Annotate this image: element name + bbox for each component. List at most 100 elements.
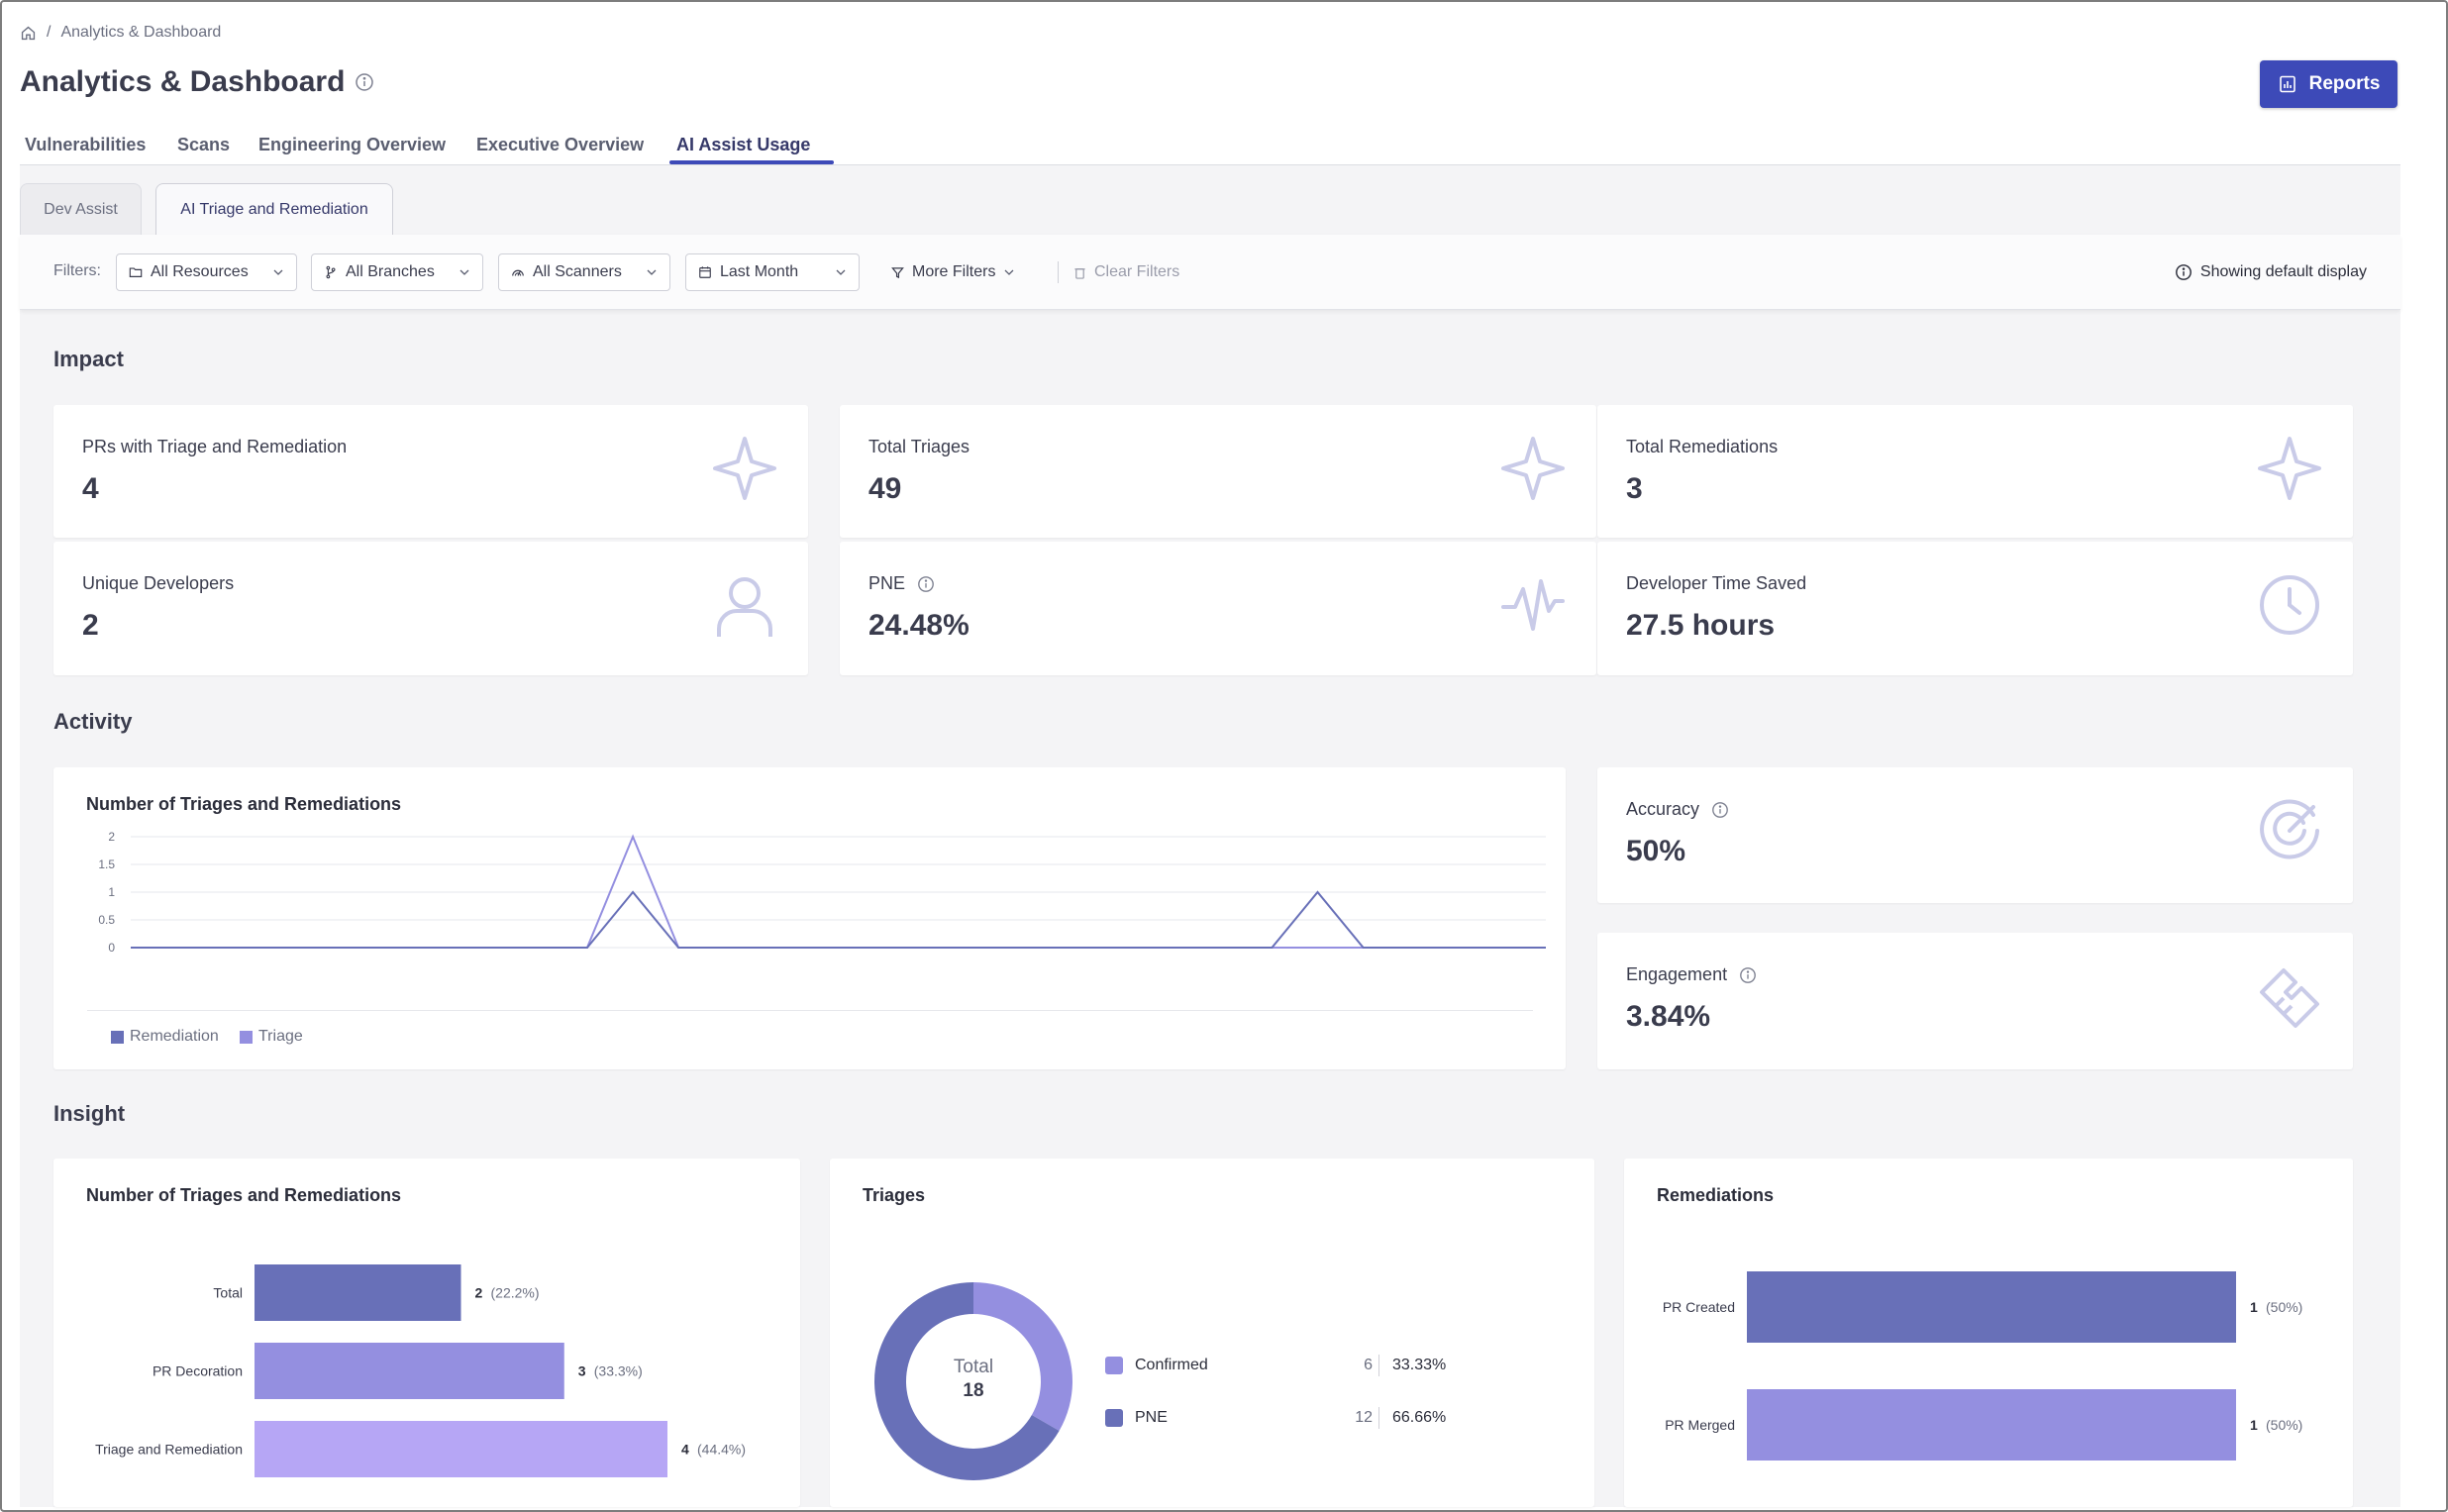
legend-triage[interactable]: Triage	[240, 1028, 303, 1046]
bar-value-label: 4	[681, 1442, 689, 1458]
subtab-dev-assist-label: Dev Assist	[44, 200, 118, 218]
y-tick-label: 0.5	[98, 913, 115, 927]
pne-count: 12	[1355, 1409, 1373, 1426]
y-tick-label: 2	[108, 830, 115, 844]
report-chart-icon	[2279, 75, 2295, 93]
pne-label: PNE	[1135, 1409, 1168, 1426]
pulse-icon	[1501, 579, 1565, 631]
branches-filter[interactable]: All Branches	[311, 253, 483, 291]
stat-accuracy-value: 50%	[1626, 835, 1686, 867]
bar-category-label: PR Created	[1663, 1299, 1735, 1315]
chevron-down-icon	[459, 269, 469, 275]
home-icon[interactable]	[20, 25, 37, 42]
bar-value-label: 2	[475, 1285, 483, 1301]
filter-bar: Filters: All Resources All Branches All …	[20, 235, 2400, 310]
activity-chart-title: Number of Triages and Remediations	[86, 794, 402, 814]
folder-icon	[129, 267, 143, 277]
bar-percent-label: (50%)	[2266, 1417, 2302, 1433]
info-icon[interactable]	[355, 72, 374, 92]
insight-bar-card: Number of Triages and Remediations Total…	[53, 1159, 800, 1507]
radar-icon	[512, 269, 524, 276]
bar	[1747, 1389, 2236, 1461]
info-icon[interactable]	[917, 575, 935, 593]
info-icon[interactable]	[1711, 801, 1729, 819]
bar	[1747, 1271, 2236, 1343]
bar-value-label: 3	[578, 1363, 586, 1379]
legend-separator	[1378, 1355, 1379, 1376]
tab-ai-assist-usage[interactable]: AI Assist Usage	[676, 135, 811, 154]
tab-engineering-overview[interactable]: Engineering Overview	[258, 135, 447, 154]
more-filters-button[interactable]: More Filters	[891, 253, 1015, 291]
insight-bar-chart: Total 2 (22.2%) PR Decoration 3 (33.3%) Triage…	[95, 1264, 746, 1477]
tab-executive-overview[interactable]: Executive Overview	[476, 135, 645, 154]
legend-triage-label: Triage	[258, 1028, 303, 1045]
activity-line-chart: 00.511.5230/0302/0405/0408/0411/0414/041…	[98, 830, 1546, 955]
default-display-text: Showing default display	[2199, 263, 2367, 280]
bar-category-label: Triage and Remediation	[95, 1442, 243, 1458]
legend-remediation-label: Remediation	[130, 1028, 219, 1045]
reports-button-label: Reports	[2308, 73, 2381, 94]
donut-legend-pne[interactable]: PNE 12 66.66%	[1105, 1407, 1446, 1429]
insight-bar-title: Number of Triages and Remediations	[86, 1185, 402, 1205]
chevron-down-icon	[647, 269, 657, 275]
clear-filters-button[interactable]: Clear Filters	[1073, 253, 1179, 291]
impact-section-title: Impact	[53, 347, 124, 371]
sparkle-icon	[2258, 437, 2321, 500]
branch-icon	[326, 265, 336, 279]
reports-button[interactable]: Reports	[2260, 60, 2397, 108]
page-title: Analytics & Dashboard	[20, 65, 346, 98]
clear-filters-label: Clear Filters	[1094, 263, 1180, 280]
donut-legend-confirmed[interactable]: Confirmed 6 33.33%	[1105, 1355, 1446, 1376]
info-icon[interactable]	[1739, 966, 1757, 984]
stat-developers-label: Unique Developers	[82, 573, 235, 593]
chevron-down-icon	[273, 269, 283, 275]
scanners-filter-value: All Scanners	[533, 263, 622, 280]
stat-card-remediations: Total Remediations 3	[1597, 405, 2353, 538]
calendar-icon	[699, 266, 711, 278]
info-icon	[2175, 264, 2192, 280]
active-tab-indicator	[669, 160, 834, 164]
breadcrumb-current[interactable]: Analytics & Dashboard	[60, 24, 222, 41]
donut-slice-confirmed	[973, 1282, 1072, 1431]
confirmed-percent: 33.33%	[1392, 1357, 1447, 1373]
triages-donut-card: Triages Total 18 Confirmed 6 33.33% PNE …	[830, 1159, 1594, 1507]
remediations-title: Remediations	[1657, 1185, 1775, 1205]
dashboard-content: Dev Assist AI Triage and Remediation Fil…	[20, 165, 2400, 1507]
stat-card-pne: PNE 24.48%	[840, 542, 1596, 675]
bar-percent-label: (44.4%)	[697, 1442, 746, 1458]
breadcrumb-separator: /	[47, 24, 51, 41]
bar-percent-label: (22.2%)	[491, 1285, 540, 1301]
stat-card-accuracy: Accuracy 50%	[1597, 767, 2353, 903]
filters-label: Filters:	[53, 262, 101, 279]
main-tabs: Vulnerabilities Scans Engineering Overvi…	[20, 131, 2400, 165]
subtab-dev-assist[interactable]: Dev Assist	[20, 183, 142, 235]
tab-vulnerabilities[interactable]: Vulnerabilities	[25, 135, 147, 154]
y-tick-label: 0	[108, 941, 115, 955]
stat-remediations-value: 3	[1626, 472, 1643, 505]
stat-remediations-label: Total Remediations	[1626, 437, 1779, 456]
stat-pne-label: PNE	[868, 573, 906, 593]
confirmed-count: 6	[1364, 1357, 1373, 1373]
y-tick-label: 1	[108, 885, 115, 899]
legend-divider	[87, 1010, 1533, 1011]
bar-value-label: 1	[2250, 1299, 2258, 1315]
bar-percent-label: (33.3%)	[594, 1363, 643, 1379]
resources-filter[interactable]: All Resources	[116, 253, 297, 291]
legend-remediation[interactable]: Remediation	[111, 1028, 219, 1046]
tab-scans[interactable]: Scans	[177, 135, 231, 154]
stat-pne-value: 24.48%	[868, 609, 969, 642]
activity-chart-card: Number of Triages and Remediations 0 0.5 1…	[53, 767, 1566, 1069]
trash-icon	[1074, 267, 1085, 279]
subtab-ai-triage-remediation[interactable]: AI Triage and Remediation	[155, 183, 393, 235]
stat-developers-value: 2	[82, 609, 99, 642]
subtab-ai-triage-remediation-label: AI Triage and Remediation	[180, 200, 368, 218]
period-filter[interactable]: Last Month	[685, 253, 860, 291]
legend-swatch-triage	[240, 1030, 253, 1044]
period-filter-value: Last Month	[720, 263, 799, 280]
bar	[255, 1264, 461, 1321]
scanners-filter[interactable]: All Scanners	[498, 253, 670, 291]
chevron-down-icon	[836, 269, 846, 275]
resources-filter-value: All Resources	[151, 263, 249, 280]
